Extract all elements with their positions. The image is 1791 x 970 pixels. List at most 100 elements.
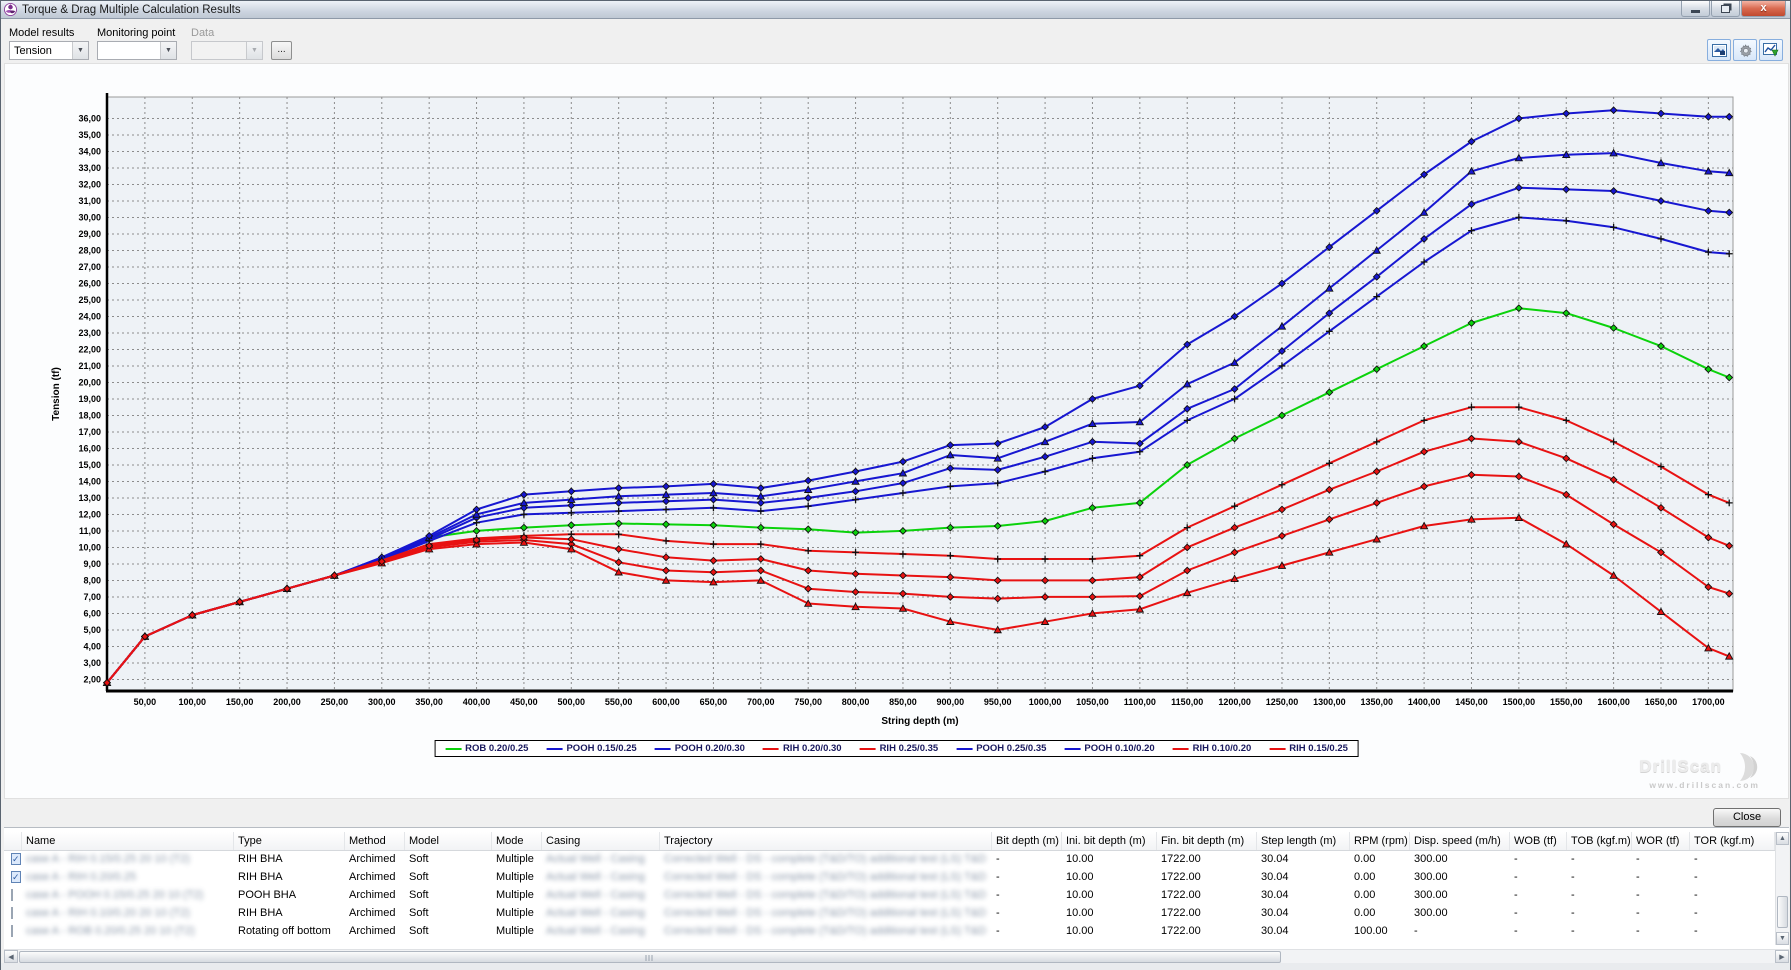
cell-disp_speed: 300.00: [1414, 889, 1448, 901]
cell-mode: Multiple: [496, 907, 534, 919]
row-checkbox[interactable]: [11, 907, 13, 919]
svg-text:31,00: 31,00: [78, 196, 101, 206]
row-checkbox[interactable]: [11, 889, 13, 901]
minimize-button[interactable]: [1681, 1, 1710, 17]
column-header-tob-kgf-m-[interactable]: TOB (kgf.m): [1567, 832, 1632, 850]
monitoring-point-select[interactable]: ▼: [97, 41, 177, 60]
column-header-fin-bit-depth-m-[interactable]: Fin. bit depth (m): [1157, 832, 1257, 850]
svg-text:7,00: 7,00: [83, 592, 101, 602]
svg-text:18,00: 18,00: [78, 410, 101, 420]
cell-bit_depth: -: [996, 871, 1000, 883]
column-header-tor-kgf-m-[interactable]: TOR (kgf.m): [1690, 832, 1775, 850]
svg-text:27,00: 27,00: [78, 262, 101, 272]
cell-wor: -: [1636, 871, 1640, 883]
column-header-casing[interactable]: Casing: [542, 832, 660, 850]
cell-fin_bit_depth: 1722.00: [1161, 907, 1201, 919]
column-header-step-length-m-[interactable]: Step length (m): [1257, 832, 1350, 850]
cell-bit_depth: -: [996, 853, 1000, 865]
row-checkbox[interactable]: ✓: [11, 871, 21, 883]
cell-tob: -: [1571, 889, 1575, 901]
export-chart-button[interactable]: [1759, 39, 1783, 61]
cell-casing: Actual Well - Casing: [546, 925, 645, 937]
cell-trajectory: Corrected Well - DS - complete (T&D/TO) …: [664, 871, 987, 883]
svg-text:13,00: 13,00: [78, 493, 101, 503]
cell-wob: -: [1514, 925, 1518, 937]
model-results-select[interactable]: Tension ▼: [9, 41, 89, 60]
svg-text:50,00: 50,00: [134, 697, 157, 707]
cell-tor: -: [1694, 907, 1698, 919]
cell-model: Soft: [409, 871, 429, 883]
cell-mode: Multiple: [496, 925, 534, 937]
svg-text:32,00: 32,00: [78, 179, 101, 189]
vertical-scrollbar[interactable]: ▲ ▼: [1775, 832, 1789, 945]
legend-swatch-icon: [1064, 747, 1081, 750]
close-window-button[interactable]: x: [1741, 1, 1786, 17]
cell-rpm: 100.00: [1354, 925, 1388, 937]
column-header-name[interactable]: Name: [22, 832, 234, 850]
tension-chart[interactable]: 50,00 100,00 150,00 200,00 250,00 300,00 350,0…: [5, 64, 1790, 736]
cell-tor: -: [1694, 925, 1698, 937]
svg-text:1350,00: 1350,00: [1360, 697, 1393, 707]
table-row[interactable]: ✓ case A - RIH 0.20/0.25 RIH BHA Archimed So…: [4, 869, 1775, 887]
column-header-model[interactable]: Model: [405, 832, 492, 850]
drillscan-logo-icon: [1740, 753, 1758, 781]
legend-swatch-icon: [445, 747, 462, 750]
svg-text:1200,00: 1200,00: [1218, 697, 1251, 707]
row-checkbox[interactable]: [11, 925, 13, 937]
cell-bit_depth: -: [996, 925, 1000, 937]
legend-swatch-icon: [1172, 747, 1189, 750]
cell-wob: -: [1514, 889, 1518, 901]
column-header-wob-tf-[interactable]: WOB (tf): [1510, 832, 1567, 850]
vertical-scrollbar-thumb[interactable]: [1777, 896, 1788, 928]
legend-item: RIH 0.15/0.25: [1269, 743, 1348, 754]
column-header-disp-speed-m-h-[interactable]: Disp. speed (m/h): [1410, 832, 1510, 850]
legend-swatch-icon: [762, 747, 779, 750]
chart-legend: ROB 0.20/0.25 POOH 0.15/0.25 POOH 0.20/0.3…: [434, 740, 1359, 757]
svg-text:16,00: 16,00: [78, 443, 101, 453]
scrollbar-grip-icon: [645, 955, 655, 961]
column-header-wor-tf-[interactable]: WOR (tf): [1632, 832, 1690, 850]
column-header-trajectory[interactable]: Trajectory: [660, 832, 992, 850]
column-header-method[interactable]: Method: [345, 832, 405, 850]
cell-mode: Multiple: [496, 871, 534, 883]
cell-casing: Actual Well - Casing: [546, 889, 645, 901]
table-row[interactable]: case A - ROB 0.20/0.25 20 10 (T2) Rotatin…: [4, 923, 1775, 941]
table-row[interactable]: case A - RIH 0.10/0.20 20 10 (T2) RIH BHA…: [4, 905, 1775, 923]
cell-model: Soft: [409, 853, 429, 865]
svg-text:1650,00: 1650,00: [1645, 697, 1678, 707]
column-header-ini-bit-depth-m-[interactable]: Ini. bit depth (m): [1062, 832, 1157, 850]
results-table-panel: Name Type Method Model Mode Casing Trajectory B…: [4, 827, 1789, 963]
scroll-down-button[interactable]: ▼: [1776, 932, 1789, 945]
export-image-button[interactable]: [1707, 39, 1731, 61]
legend-swatch-icon: [546, 747, 563, 750]
cell-wor: -: [1636, 853, 1640, 865]
svg-text:20,00: 20,00: [78, 377, 101, 387]
minimize-icon: [1691, 10, 1700, 13]
scroll-up-button[interactable]: ▲: [1776, 832, 1789, 845]
column-header-type[interactable]: Type: [234, 832, 345, 850]
table-row[interactable]: ✓ case A - RIH 0.15/0.25 20 10 (T2) RIH BH…: [4, 851, 1775, 869]
settings-button[interactable]: [1733, 39, 1757, 61]
legend-label: RIH 0.25/0.35: [879, 743, 939, 754]
svg-text:5,00: 5,00: [83, 625, 101, 635]
column-header-checkbox[interactable]: [4, 832, 22, 850]
svg-text:11,00: 11,00: [79, 526, 101, 536]
scroll-left-button[interactable]: ◀: [4, 950, 18, 963]
row-checkbox[interactable]: ✓: [11, 853, 21, 865]
svg-text:3,00: 3,00: [83, 658, 101, 668]
browse-button[interactable]: ...: [271, 41, 292, 60]
restore-button[interactable]: [1711, 1, 1740, 17]
svg-text:250,00: 250,00: [321, 697, 349, 707]
column-header-rpm-rpm-[interactable]: RPM (rpm): [1350, 832, 1410, 850]
table-row[interactable]: case A - POOH 0.15/0.25 20 10 (T2) POOH B…: [4, 887, 1775, 905]
chevron-down-icon: ▼: [160, 42, 176, 59]
close-button[interactable]: Close: [1713, 808, 1781, 827]
horizontal-scrollbar[interactable]: ◀ ▶: [4, 949, 1789, 963]
cell-model: Soft: [409, 907, 429, 919]
scroll-right-button[interactable]: ▶: [1775, 950, 1789, 963]
svg-text:22,00: 22,00: [78, 344, 101, 354]
column-header-bit-depth-m-[interactable]: Bit depth (m): [992, 832, 1062, 850]
legend-swatch-icon: [956, 747, 973, 750]
horizontal-scrollbar-thumb[interactable]: [19, 951, 1281, 963]
column-header-mode[interactable]: Mode: [492, 832, 542, 850]
